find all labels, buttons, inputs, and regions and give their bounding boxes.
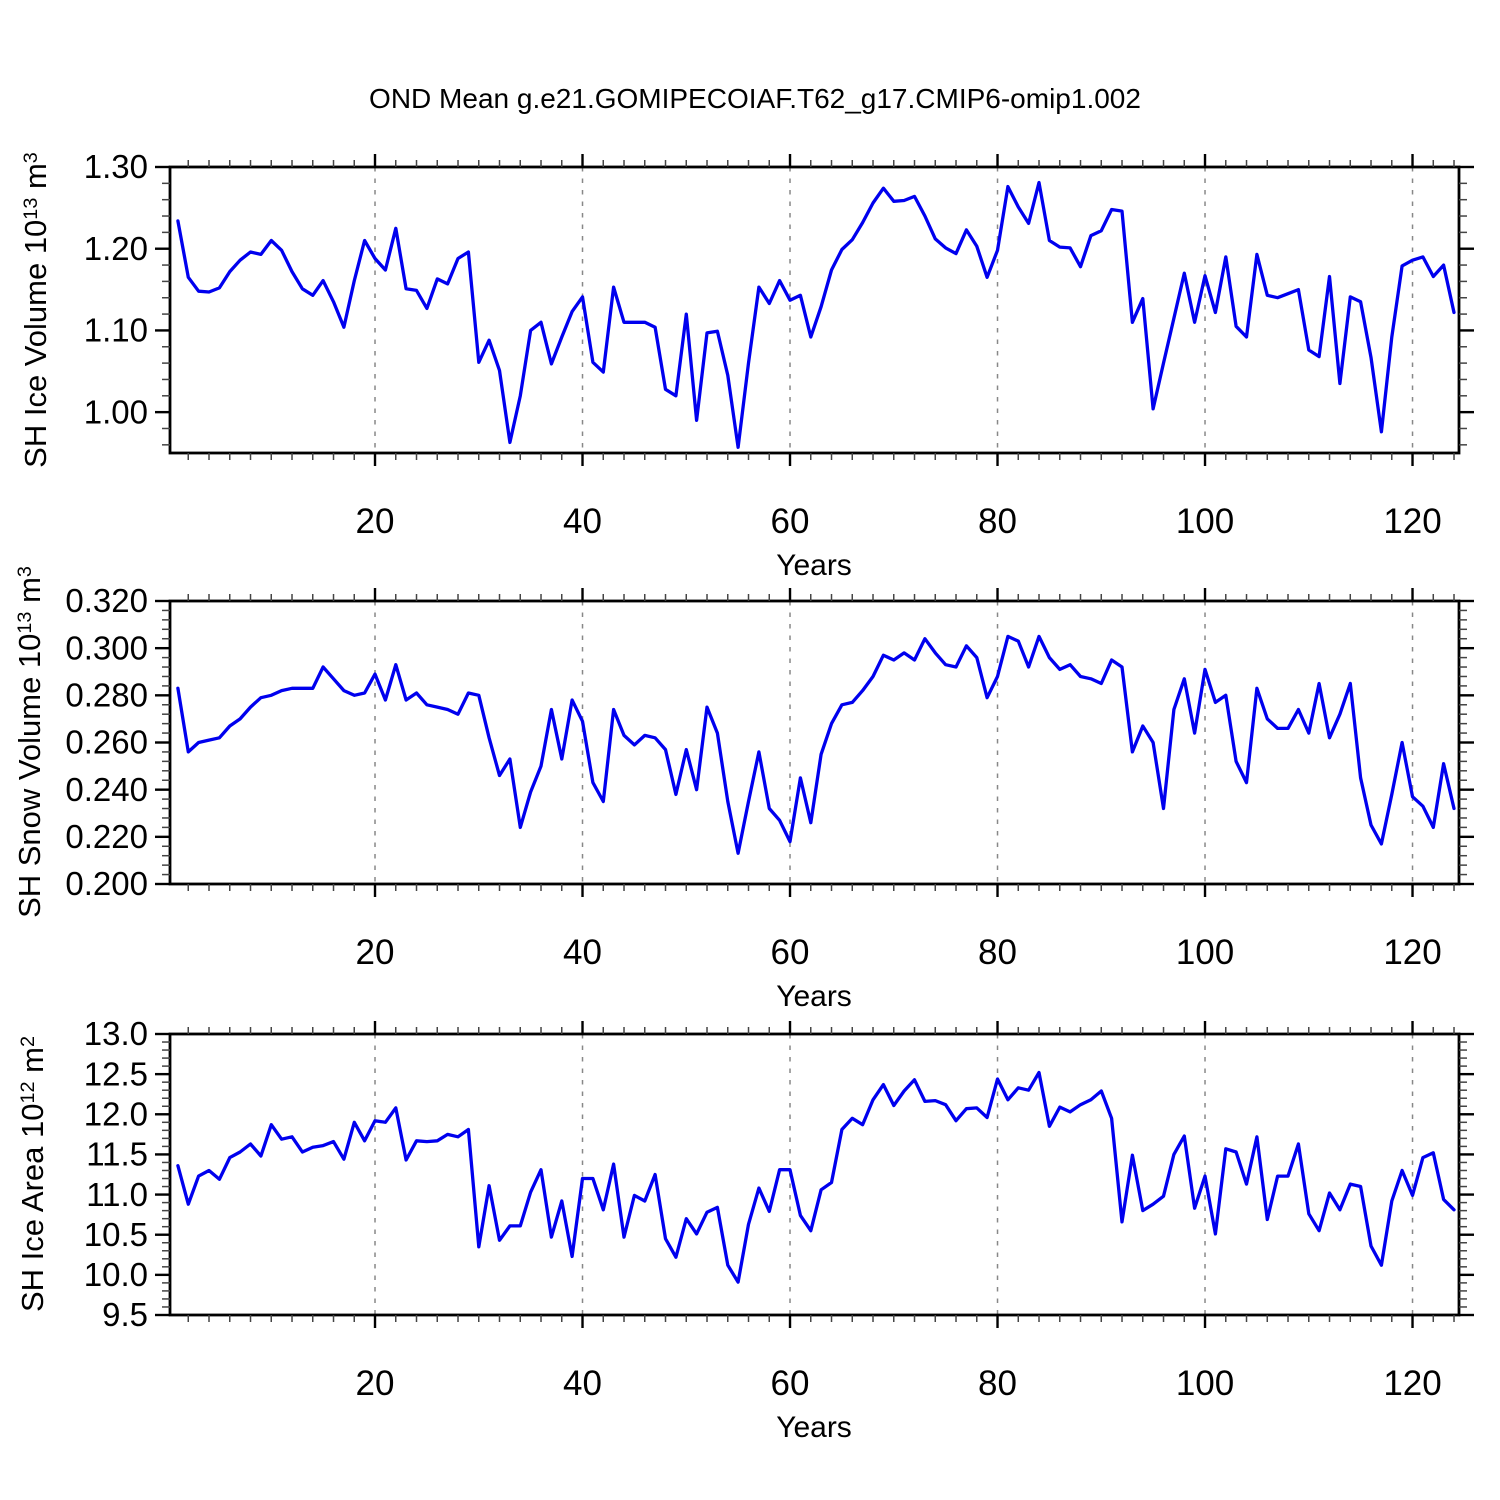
- y-tick-label: 0.280: [65, 677, 148, 714]
- x-axis-title-plot1: Years: [776, 549, 852, 582]
- y-tick-label: 0.200: [65, 865, 148, 902]
- x-tick-label: 80: [978, 502, 1017, 541]
- chart-title: OND Mean g.e21.GOMIPECOIAF.T62_g17.CMIP6…: [369, 83, 1141, 114]
- y-tick-label: 11.0: [86, 1176, 148, 1213]
- unit-exponent-text: 3: [14, 566, 37, 578]
- y-tick-label: 11.5: [86, 1136, 148, 1173]
- x-tick-label: 100: [1176, 502, 1234, 541]
- plot-frame: [168, 1032, 1461, 1317]
- chart-sh-snow-volume: 20 40 60 80 100 120 0.200 0.220 0.240 0.260 0.280 0…: [65, 582, 1474, 972]
- y-tick-label: 1.20: [84, 230, 148, 267]
- exponent-text: 12: [17, 1081, 40, 1104]
- y-tick-label: 0.220: [65, 818, 148, 855]
- chart-sh-ice-area: 20 40 60 80 100 120 9.510.010.511.011.512.0 12.…: [84, 1015, 1474, 1403]
- x-tick-label: 60: [771, 933, 810, 972]
- y-axis-title-text: SH Ice Area 10: [15, 1103, 50, 1313]
- unit-exponent-text: 2: [17, 1035, 40, 1048]
- unit-exponent-text: 3: [20, 152, 43, 164]
- x-tick-label: 120: [1383, 1364, 1441, 1403]
- x-tick-label: 60: [771, 1364, 810, 1403]
- y-axis-title-ice-area: SH Ice Area 1012 m2: [15, 1036, 51, 1312]
- x-tick-label: 40: [563, 933, 602, 972]
- x-tick-label: 120: [1383, 502, 1441, 541]
- x-tick-label: 20: [356, 1364, 395, 1403]
- y-tick-label: 1.00: [84, 393, 148, 430]
- y-axis-title-text: SH Snow Volume 10: [12, 633, 47, 918]
- unit-text: m: [15, 1047, 50, 1082]
- y-tick-label: 9.5: [102, 1296, 148, 1333]
- chart-sh-ice-volume: 20 40 60 80 100 120 1.00 1.10 1.20 1.30: [84, 148, 1474, 541]
- x-tick-label: 40: [563, 1364, 602, 1403]
- exponent-text: 13: [14, 611, 37, 634]
- plot-frame: [168, 165, 1461, 455]
- y-tick-label: 10.5: [84, 1216, 148, 1253]
- y-tick-label: 12.5: [84, 1055, 148, 1092]
- x-tick-label: 120: [1383, 933, 1441, 972]
- y-tick-label: 0.320: [65, 582, 148, 619]
- x-axis-title-plot3: Years: [776, 1411, 852, 1444]
- y-axis-title-snow-volume: SH Snow Volume 1013 m3: [12, 566, 48, 918]
- y-tick-label: 13.0: [84, 1015, 148, 1052]
- series-line-sh-ice-volume: [176, 180, 1456, 449]
- x-tick-label: 40: [563, 502, 602, 541]
- x-axis-title-plot2: Years: [776, 980, 852, 1013]
- plot-frame: [168, 599, 1461, 886]
- unit-text: m: [12, 577, 47, 612]
- y-tick-label: 1.10: [84, 312, 148, 349]
- x-tick-label: 100: [1176, 1364, 1234, 1403]
- y-axis-title-text: SH Ice Volume 10: [18, 219, 53, 468]
- y-tick-label: 0.260: [65, 724, 148, 761]
- y-tick-label: 0.240: [65, 771, 148, 808]
- x-tick-label: 80: [978, 933, 1017, 972]
- y-tick-label: 12.0: [84, 1096, 148, 1133]
- x-tick-label: 80: [978, 1364, 1017, 1403]
- y-tick-label: 10.0: [84, 1256, 148, 1293]
- series-line-sh-ice-area: [176, 1070, 1456, 1284]
- x-tick-label: 20: [356, 502, 395, 541]
- exponent-text: 13: [20, 197, 43, 220]
- x-tick-label: 60: [771, 502, 810, 541]
- unit-text: m: [18, 163, 53, 198]
- y-tick-label: 0.300: [65, 629, 148, 666]
- x-tick-label: 100: [1176, 933, 1234, 972]
- y-axis-title-ice-volume: SH Ice Volume 1013 m3: [18, 152, 54, 468]
- x-tick-label: 20: [356, 933, 395, 972]
- series-line-sh-snow-volume: [176, 634, 1456, 855]
- y-tick-label: 1.30: [84, 148, 148, 185]
